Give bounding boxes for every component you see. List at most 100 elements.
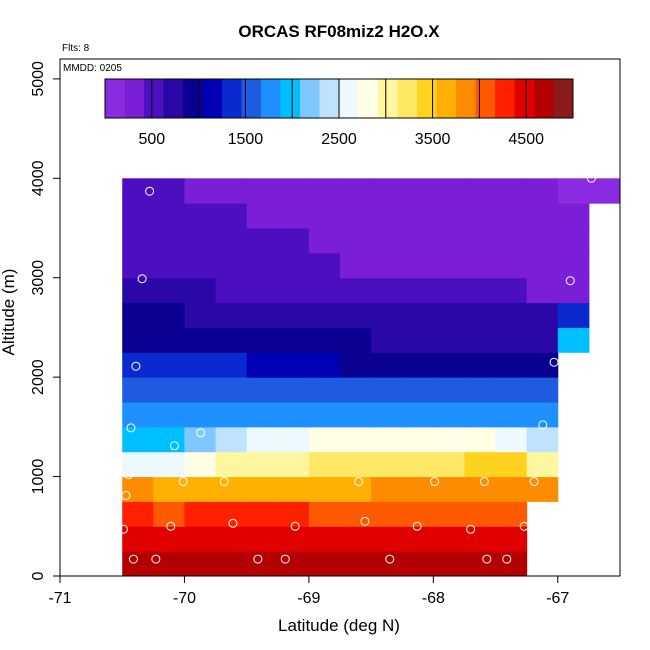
- heatmap-cell: [340, 178, 372, 204]
- heatmap-cell: [308, 252, 341, 279]
- observation-point: [128, 554, 138, 564]
- heatmap-cell: [246, 277, 279, 304]
- heatmap-cell: [246, 203, 279, 229]
- heatmap-cell: [464, 178, 497, 204]
- colorbar-swatch: [534, 79, 554, 118]
- heatmap-cell: [464, 203, 497, 229]
- observation-point: [565, 276, 575, 286]
- heatmap-cell: [122, 551, 154, 577]
- heatmap-cell: [215, 277, 248, 304]
- heatmap-cell: [122, 277, 154, 304]
- heatmap-cell: [215, 228, 248, 254]
- observation-point: [333, 429, 343, 439]
- heatmap-cell: [215, 327, 248, 353]
- observation-point: [447, 429, 457, 439]
- heatmap-cell: [246, 476, 279, 502]
- colorbar-swatch: [241, 79, 262, 118]
- heatmap-cell: [495, 203, 528, 229]
- heatmap-cell: [495, 377, 528, 403]
- colorbar: 500 1500 2500 3500 4500: [60, 59, 620, 152]
- y-axis: 0 1000 2000 3000 4000 5000: [30, 61, 60, 580]
- heatmap-cell: [340, 352, 372, 378]
- heatmap-cell: [340, 228, 372, 254]
- heatmap-cell: [526, 476, 559, 502]
- heatmap-cell: [308, 228, 341, 254]
- colorbar-swatch: [358, 79, 379, 118]
- heatmap-cell: [184, 203, 217, 229]
- heatmap-cell: [402, 178, 434, 204]
- mmdd-annotation: MMDD: 0205: [63, 63, 122, 74]
- heatmap-cell: [122, 451, 154, 478]
- heatmap-cell: [433, 228, 465, 254]
- heatmap-cell: [246, 551, 279, 577]
- heatmap-cell: [308, 302, 341, 328]
- heatmap-cell: [464, 551, 497, 577]
- heatmap-cell: [371, 476, 403, 502]
- observation-point: [145, 186, 155, 196]
- heatmap-cell: [402, 327, 434, 353]
- heatmap-cell: [184, 426, 217, 453]
- heatmap-cell: [246, 426, 279, 453]
- x-tick-label: -69: [297, 590, 320, 607]
- heatmap-cell: [277, 277, 310, 304]
- heatmap-cell: [371, 352, 403, 378]
- observation-point: [502, 554, 512, 564]
- heatmap-cell: [433, 551, 465, 577]
- heatmap-cell: [153, 352, 185, 378]
- heatmap-cell: [340, 526, 372, 552]
- heatmap-cell: [340, 426, 372, 453]
- heatmap-cell: [340, 501, 372, 527]
- heatmap-cell: [371, 426, 403, 453]
- heatmap-cell: [371, 252, 403, 279]
- x-tick-label: -67: [546, 590, 569, 607]
- colorbar-swatch: [183, 79, 203, 118]
- heatmap-cell: [184, 501, 217, 527]
- chart-title: ORCAS RF08miz2 H2O.X: [238, 22, 440, 41]
- heatmap-cell: [215, 426, 248, 453]
- heatmap-cell: [557, 228, 590, 254]
- heatmap-cell: [464, 377, 497, 403]
- heatmap-cell: [153, 526, 185, 552]
- colorbar-swatch: [105, 79, 125, 118]
- heatmap-cell: [184, 352, 217, 378]
- colorbar-swatch: [222, 79, 242, 118]
- heatmap-cell: [371, 327, 403, 353]
- heatmap-cell: [184, 402, 217, 428]
- heatmap-cell: [433, 277, 465, 304]
- observation-point: [137, 274, 147, 284]
- observation-point: [519, 521, 529, 531]
- x-tick-label: -70: [173, 590, 196, 607]
- heatmap-cell: [184, 551, 217, 577]
- observation-point: [385, 554, 395, 564]
- heatmap-cell: [308, 501, 341, 527]
- observation-point: [482, 554, 492, 564]
- heatmap-cell: [184, 178, 217, 204]
- heatmap-cell: [433, 252, 465, 279]
- heatmap-cell: [215, 501, 248, 527]
- heatmap-cell: [526, 252, 559, 279]
- heatmap-cell: [340, 476, 372, 502]
- heatmap-cell: [122, 377, 154, 403]
- heatmap-cell: [246, 377, 279, 403]
- heatmap-cell: [215, 178, 248, 204]
- heatmap-cell: [526, 178, 559, 204]
- heatmap-cell: [122, 302, 154, 328]
- heatmap-cell: [495, 402, 528, 428]
- y-axis-label: Altitude (m): [0, 269, 18, 356]
- y-tick-label: 5000: [30, 61, 47, 97]
- observation-point: [586, 173, 596, 183]
- heatmap-cell: [340, 277, 372, 304]
- heatmap-cell: [153, 252, 185, 279]
- heatmap-cell: [308, 476, 341, 502]
- observation-point: [360, 516, 370, 526]
- plot-frame: [59, 58, 621, 577]
- observation-point: [529, 477, 539, 487]
- heatmap-cell: [153, 178, 185, 204]
- heatmap-cell: [153, 451, 185, 478]
- heatmap-cells: [122, 178, 621, 577]
- colorbar-swatch: [417, 79, 437, 118]
- heatmap-cell: [526, 228, 559, 254]
- heatmap-cell: [308, 377, 341, 403]
- colorbar-tick-label: 4500: [508, 131, 544, 148]
- heatmap-cell: [402, 277, 434, 304]
